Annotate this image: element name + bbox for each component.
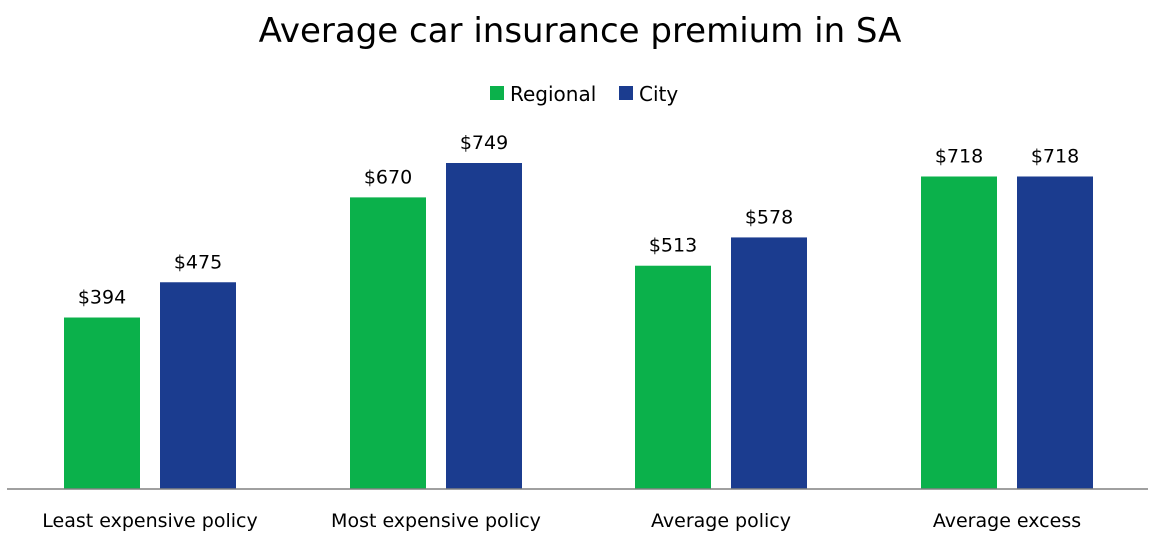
data-label-city-1: $749 [460, 132, 508, 154]
data-label-city-2: $578 [745, 206, 793, 228]
category-label-3: Average excess [933, 510, 1081, 532]
legend-label-regional: Regional [510, 82, 596, 106]
bar-regional-1 [350, 197, 426, 489]
legend-swatch-regional [490, 86, 504, 100]
data-label-regional-0: $394 [78, 287, 126, 309]
bar-city-0 [160, 282, 236, 489]
bar-city-3 [1017, 176, 1093, 489]
bar-regional-0 [64, 317, 140, 489]
data-label-regional-1: $670 [364, 166, 412, 188]
category-label-1: Most expensive policy [331, 510, 541, 532]
data-label-regional-3: $718 [935, 145, 983, 167]
category-label-0: Least expensive policy [42, 510, 257, 532]
data-labels-group: $394 $475 $670 $749 $513 $578 $718 $718 [78, 132, 1079, 309]
data-label-city-0: $475 [174, 251, 222, 273]
bars-group [64, 163, 1093, 489]
chart-title: Average car insurance premium in SA [259, 11, 902, 51]
bar-regional-2 [635, 265, 711, 489]
legend-label-city: City [639, 82, 678, 106]
category-label-2: Average policy [651, 510, 791, 532]
category-labels-group: Least expensive policy Most expensive pol… [42, 510, 1081, 532]
bar-city-2 [731, 237, 807, 489]
bar-city-1 [446, 163, 522, 489]
data-label-city-3: $718 [1031, 145, 1079, 167]
legend-swatch-city [619, 86, 633, 100]
bar-regional-3 [921, 176, 997, 489]
data-label-regional-2: $513 [649, 235, 697, 257]
legend: Regional City [490, 82, 678, 106]
